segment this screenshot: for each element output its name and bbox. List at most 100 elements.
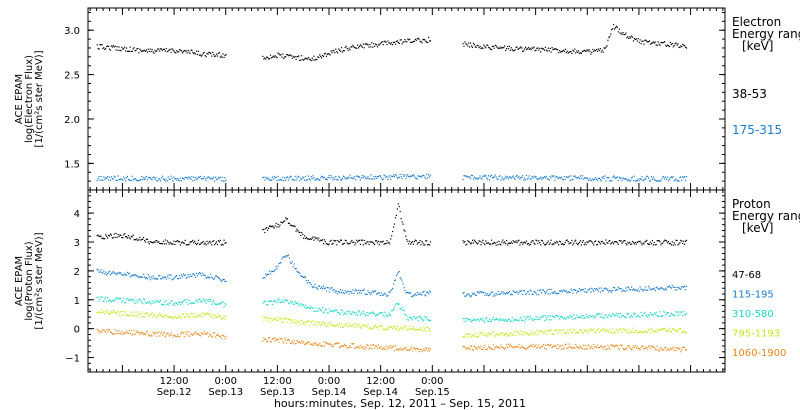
data-point — [330, 310, 332, 312]
data-point — [326, 312, 328, 314]
data-point — [296, 302, 298, 304]
data-point — [219, 239, 221, 241]
data-point — [591, 287, 593, 289]
data-point — [507, 48, 510, 50]
data-point — [209, 52, 211, 54]
data-point — [330, 175, 332, 177]
data-point — [291, 178, 293, 181]
data-point — [218, 177, 220, 179]
data-point — [278, 299, 280, 301]
data-point — [608, 36, 610, 39]
data-point — [263, 337, 265, 339]
data-point — [661, 242, 663, 244]
data-point — [346, 242, 348, 244]
data-point — [359, 290, 361, 292]
data-point — [278, 317, 280, 319]
data-point — [630, 179, 632, 181]
data-point — [404, 174, 406, 176]
data-point — [574, 240, 576, 242]
data-point — [684, 176, 686, 178]
data-point — [346, 311, 348, 313]
data-point — [404, 230, 406, 232]
data-point — [660, 316, 662, 318]
data-point — [217, 52, 219, 54]
data-point — [133, 179, 135, 181]
data-point — [123, 274, 125, 277]
data-point — [339, 241, 341, 243]
data-point — [671, 284, 673, 287]
data-point — [355, 347, 357, 349]
data-point — [639, 348, 641, 351]
data-point — [124, 178, 126, 180]
data-point — [100, 296, 102, 298]
data-point — [204, 242, 206, 244]
data-point — [160, 48, 162, 50]
data-point — [601, 346, 603, 348]
data-point — [671, 241, 673, 243]
data-point — [525, 240, 528, 242]
data-point — [325, 326, 327, 328]
data-point — [583, 177, 585, 179]
data-point — [199, 315, 201, 317]
x-tick-date-label: Sep.14 — [312, 387, 347, 398]
data-point — [118, 330, 120, 332]
data-point — [570, 242, 572, 244]
data-point — [664, 347, 666, 349]
data-point — [376, 347, 379, 349]
data-point — [275, 338, 277, 340]
data-point — [278, 53, 280, 55]
data-point — [540, 176, 542, 178]
data-point — [643, 179, 645, 181]
data-point — [590, 347, 592, 349]
data-point — [546, 330, 548, 332]
data-point — [215, 303, 217, 305]
data-point — [149, 279, 151, 281]
data-point — [389, 42, 391, 44]
data-point — [403, 229, 405, 231]
data-point — [518, 48, 520, 50]
data-point — [324, 52, 326, 54]
data-point — [475, 294, 477, 296]
data-point — [272, 226, 274, 228]
data-point — [611, 344, 613, 346]
data-point — [624, 330, 626, 332]
data-point — [132, 178, 134, 180]
data-point — [194, 332, 196, 334]
data-point — [139, 48, 141, 50]
data-point — [626, 332, 628, 334]
data-point — [157, 278, 159, 280]
data-point — [416, 347, 418, 350]
data-point — [354, 347, 356, 349]
data-point — [573, 346, 575, 349]
data-point — [117, 333, 119, 335]
data-point — [600, 180, 602, 182]
data-point — [169, 316, 171, 319]
data-point — [104, 178, 106, 180]
data-point — [353, 311, 355, 313]
data-point — [270, 271, 272, 273]
data-point — [599, 316, 601, 318]
data-point — [527, 47, 529, 49]
data-point — [197, 273, 200, 275]
data-point — [422, 349, 424, 352]
data-point — [312, 344, 314, 346]
data-point — [512, 334, 514, 336]
data-point — [375, 345, 378, 347]
data-point — [271, 303, 273, 305]
data-point — [361, 239, 363, 241]
data-point — [158, 48, 160, 50]
data-point — [662, 175, 664, 178]
data-point — [543, 319, 546, 321]
data-point — [302, 276, 304, 278]
data-point — [96, 44, 98, 46]
data-point — [190, 49, 192, 51]
data-point — [484, 244, 486, 246]
data-point — [316, 287, 318, 289]
data-point — [358, 47, 360, 49]
data-point — [468, 176, 470, 178]
data-point — [222, 334, 224, 337]
data-point — [531, 47, 533, 49]
data-point — [396, 273, 398, 275]
data-point — [168, 178, 170, 180]
data-point — [142, 311, 144, 313]
